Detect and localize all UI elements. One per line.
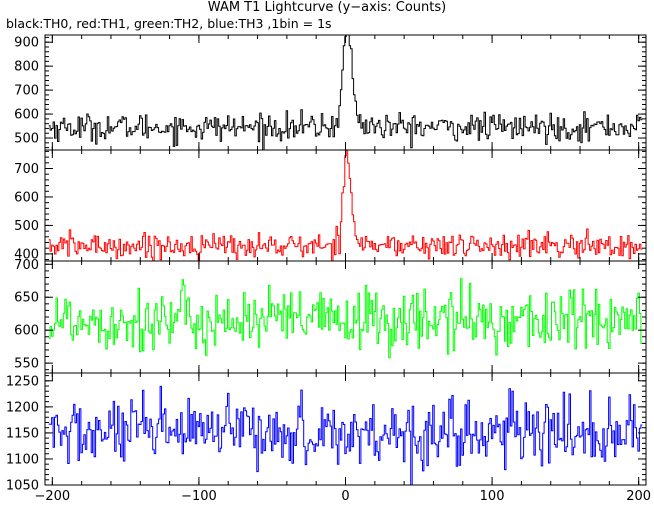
y-tick-label: 600 — [14, 108, 39, 123]
y-tick-label: 1100 — [6, 452, 39, 467]
series-line-th2 — [48, 278, 643, 359]
series-line-th3 — [48, 385, 643, 485]
x-tick-label: −200 — [34, 489, 70, 504]
y-tick-label: 700 — [14, 162, 39, 177]
y-tick-label: 500 — [14, 132, 39, 147]
y-tick-label: 800 — [14, 60, 39, 75]
y-tick-label: 700 — [14, 258, 39, 273]
series-line-th0 — [48, 35, 643, 150]
y-tick-label: 600 — [14, 190, 39, 205]
x-tick-label: −100 — [181, 489, 217, 504]
y-tick-label: 600 — [14, 324, 39, 339]
panel-frame-th3 — [44, 372, 647, 486]
x-tick-label: 100 — [480, 489, 505, 504]
y-tick-label: 700 — [14, 84, 39, 99]
chart-title: WAM T1 Lightcurve (y−axis: Counts) — [207, 0, 447, 15]
y-tick-label: 900 — [14, 36, 39, 51]
y-tick-label: 1250 — [6, 374, 39, 389]
y-tick-label: 500 — [14, 219, 39, 234]
panel-frame-th0 — [44, 34, 647, 151]
y-tick-label: 550 — [14, 357, 39, 372]
x-tick-label: 0 — [341, 489, 349, 504]
chart-subtitle-legend: black:TH0, red:TH1, green:TH2, blue:TH3 … — [6, 16, 332, 31]
series-line-th1 — [48, 150, 643, 261]
y-tick-label: 1050 — [6, 479, 39, 494]
y-tick-label: 650 — [14, 291, 39, 306]
y-tick-label: 1150 — [6, 426, 39, 441]
y-tick-label: 1200 — [6, 400, 39, 415]
x-tick-label: 200 — [626, 489, 651, 504]
y-tick-label: 400 — [14, 247, 39, 262]
